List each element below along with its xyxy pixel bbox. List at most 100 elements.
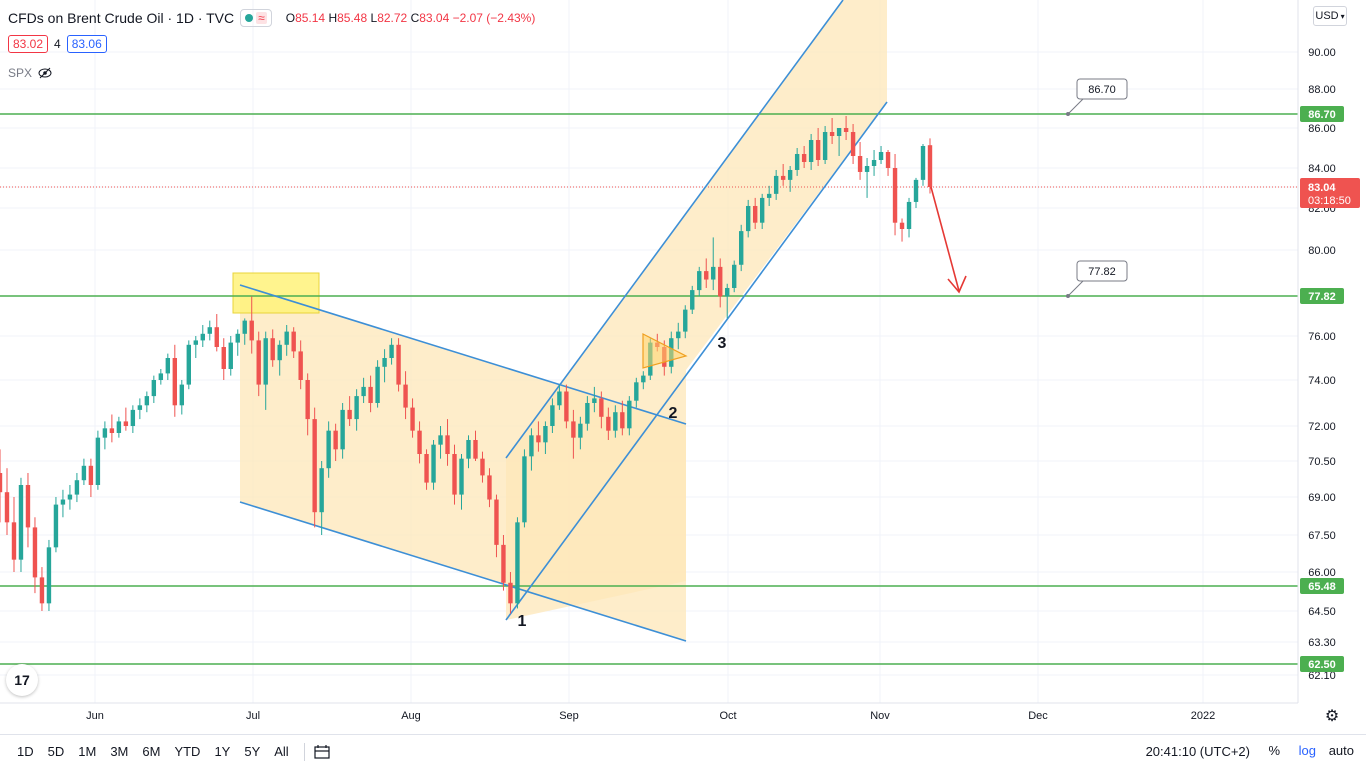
range-6m[interactable]: 6M xyxy=(142,744,161,759)
candle-body xyxy=(927,145,933,187)
candle-body xyxy=(508,582,513,604)
candle-body xyxy=(11,522,17,560)
candle-body xyxy=(634,382,639,401)
candle xyxy=(683,305,688,339)
level-price-label-86.70[interactable]: 86.70 xyxy=(1300,106,1344,122)
time-tick-aug: Aug xyxy=(401,710,421,722)
percent-toggle[interactable]: % xyxy=(1268,743,1280,758)
candle xyxy=(501,535,506,591)
currency-select[interactable]: USD ▾ xyxy=(1313,6,1347,26)
candle-body xyxy=(46,547,52,604)
last-price-text: 83.04 xyxy=(1308,182,1336,194)
candle xyxy=(711,237,716,291)
candle xyxy=(752,197,758,229)
gear-icon[interactable]: ⚙ xyxy=(1324,708,1340,725)
candle-body xyxy=(102,428,108,438)
candle-body xyxy=(739,231,744,265)
candle-body xyxy=(60,499,66,505)
range-5y[interactable]: 5Y xyxy=(244,744,261,759)
candle xyxy=(235,329,240,356)
candle xyxy=(473,430,478,461)
indicator-name[interactable]: SPX xyxy=(8,66,33,80)
range-ytd[interactable]: YTD xyxy=(174,744,201,759)
candle-body xyxy=(613,412,618,431)
candle xyxy=(550,398,555,433)
range-1y[interactable]: 1Y xyxy=(214,744,231,759)
highlight-box xyxy=(232,272,320,314)
candle xyxy=(773,169,779,200)
clock[interactable]: 20:41:10 (UTC+2) xyxy=(1145,744,1250,759)
time-axis[interactable]: Jun Jul Aug Sep Oct Nov Dec 2022 xyxy=(0,702,1366,734)
tradingview-logo-icon[interactable]: 17 xyxy=(6,664,38,696)
candle xyxy=(857,142,863,180)
price-tick: 90.00 xyxy=(1308,47,1336,59)
candle-body xyxy=(172,358,178,406)
candle-body xyxy=(592,398,597,403)
candle xyxy=(613,405,618,438)
range-1d[interactable]: 1D xyxy=(17,744,34,759)
callout-box xyxy=(1076,260,1128,282)
hidden-eye-icon[interactable] xyxy=(38,67,52,79)
pattern-zones xyxy=(232,0,887,641)
candle-body xyxy=(773,175,779,194)
candle xyxy=(18,477,24,572)
auto-toggle[interactable]: auto xyxy=(1328,743,1354,758)
candle xyxy=(739,224,744,272)
candle-body xyxy=(536,435,541,443)
level-price-label-77.82[interactable]: 77.82 xyxy=(1300,288,1344,304)
horizontal-levels[interactable] xyxy=(0,113,1298,665)
candle xyxy=(67,485,73,510)
log-toggle[interactable]: log xyxy=(1298,743,1316,758)
candle-body xyxy=(74,480,80,495)
candle xyxy=(920,144,926,186)
candle-body xyxy=(599,398,604,417)
calendar-range-icon[interactable] xyxy=(313,744,331,760)
candle-body xyxy=(228,342,233,369)
candle xyxy=(494,494,499,558)
callout-86.70[interactable]: 86.70 xyxy=(1066,78,1128,116)
candle-body xyxy=(704,271,709,280)
price-tick: 76.00 xyxy=(1308,331,1336,343)
range-5d[interactable]: 5D xyxy=(47,744,65,759)
candle xyxy=(74,473,80,503)
trend-channels[interactable] xyxy=(239,0,888,642)
range-buttons: 1D 5D 1M 3M 6M YTD 1Y 5Y All xyxy=(10,744,296,759)
candle-body xyxy=(347,409,352,420)
price-tick: 69.00 xyxy=(1308,492,1336,504)
divider xyxy=(303,742,305,761)
currency-label: USD xyxy=(1315,10,1339,22)
candle xyxy=(228,336,233,376)
level-price-label-62.50[interactable]: 62.50 xyxy=(1300,656,1344,672)
symbol-title[interactable]: CFDs on Brent Crude Oil · 1D · TVC xyxy=(8,10,235,26)
candle-body xyxy=(270,338,275,361)
price-tick: 80.00 xyxy=(1308,245,1336,257)
candle-body xyxy=(361,386,366,397)
time-axis-bg xyxy=(0,703,1366,734)
candle xyxy=(214,314,219,352)
callout-anchor xyxy=(1066,112,1070,116)
symbol-header: CFDs on Brent Crude Oil · 1D · TVC ≈ O85… xyxy=(8,8,535,28)
candle-body xyxy=(186,344,191,385)
level-price-label-65.48[interactable]: 65.48 xyxy=(1300,578,1344,594)
candle-body xyxy=(207,327,212,334)
bid-button[interactable]: 83.02 xyxy=(8,35,49,53)
candle-body xyxy=(759,197,765,223)
range-3m[interactable]: 3M xyxy=(110,744,129,759)
range-all[interactable]: All xyxy=(274,744,289,759)
candle xyxy=(410,398,415,438)
range-1m[interactable]: 1M xyxy=(78,744,97,759)
status-pill[interactable]: ≈ xyxy=(240,9,272,27)
candle xyxy=(130,405,136,433)
callout-77.82[interactable]: 77.82 xyxy=(1066,260,1128,298)
candle xyxy=(172,344,178,417)
candle xyxy=(445,419,450,466)
candle xyxy=(794,148,800,176)
price-axis[interactable]: 62.10 63.30 64.50 66.00 67.50 69.00 70.50 72.00… xyxy=(1297,0,1366,703)
ascending-channel-zone xyxy=(506,0,887,620)
candle xyxy=(417,421,422,464)
chevron-down-icon: ▾ xyxy=(1340,11,1345,21)
candle xyxy=(263,331,268,410)
ask-button[interactable]: 83.06 xyxy=(66,35,107,53)
